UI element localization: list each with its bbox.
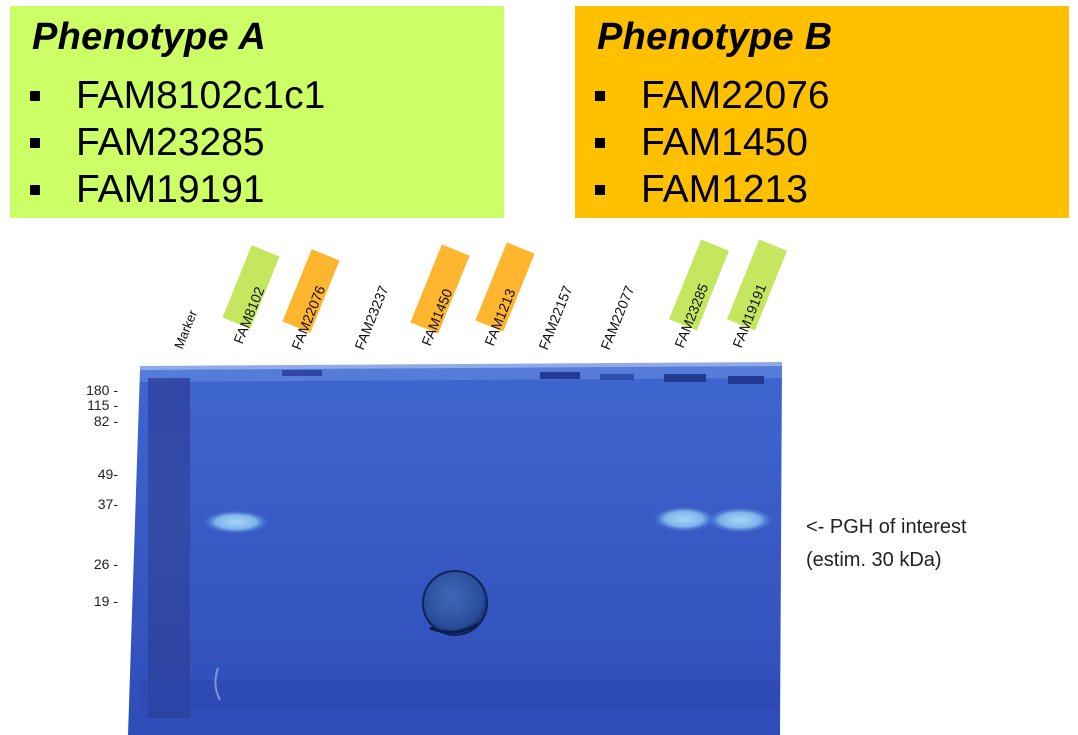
- gel-body: [128, 366, 782, 735]
- marker-weight: 115 -: [87, 397, 118, 413]
- bubble-artifact: [422, 570, 488, 636]
- marker-weight: 49-: [97, 466, 118, 482]
- bullet-icon: [30, 137, 40, 148]
- protein-band: [202, 510, 270, 534]
- phenotype-b-title: Phenotype B: [597, 16, 833, 58]
- phenotype-b-list: FAM22076 FAM1450 FAM1213: [593, 72, 830, 213]
- protein-band: [652, 506, 716, 532]
- marker-weight: 180 -: [86, 382, 118, 398]
- phenotype-a-box: Phenotype A FAM8102c1c1 FAM23285 FAM1919…: [10, 6, 504, 218]
- list-item: FAM23285: [28, 119, 325, 166]
- bullet-icon: [30, 90, 40, 101]
- annotation-estimate: (estim. 30 kDa): [806, 549, 942, 571]
- list-item: FAM1213: [593, 166, 830, 213]
- bullet-icon: [30, 184, 40, 195]
- bullet-icon: [595, 184, 605, 195]
- list-item: FAM1450: [593, 119, 830, 166]
- bullet-icon: [595, 90, 605, 101]
- phenotype-a-list: FAM8102c1c1 FAM23285 FAM19191: [28, 72, 325, 213]
- list-item: FAM8102c1c1: [28, 72, 325, 119]
- annotation-pgh: <- PGH of interest: [806, 516, 967, 538]
- protein-band: [706, 507, 774, 533]
- marker-weight: 26 -: [93, 556, 118, 572]
- phenotype-b-box: Phenotype B FAM22076 FAM1450 FAM1213: [575, 6, 1069, 218]
- list-item: FAM19191: [28, 166, 325, 213]
- phenotype-a-title: Phenotype A: [32, 16, 267, 58]
- marker-weight: 37-: [97, 496, 118, 512]
- bullet-icon: [595, 137, 605, 148]
- list-item: FAM22076: [593, 72, 830, 119]
- marker-lane: [148, 378, 190, 718]
- marker-weight: 82 -: [93, 413, 118, 429]
- marker-weight: 19 -: [93, 593, 118, 609]
